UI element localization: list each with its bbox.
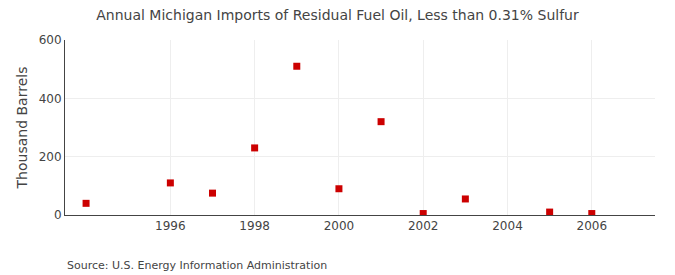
svg-text:600: 600: [39, 33, 62, 47]
svg-text:1998: 1998: [239, 219, 270, 233]
svg-text:Source: U.S. Energy Informatio: Source: U.S. Energy Information Administ…: [67, 259, 327, 272]
svg-text:2006: 2006: [577, 219, 608, 233]
svg-text:Thousand Barrels: Thousand Barrels: [14, 67, 30, 190]
svg-text:200: 200: [39, 150, 62, 164]
svg-text:2000: 2000: [324, 219, 355, 233]
svg-text:2002: 2002: [408, 219, 439, 233]
svg-text:2004: 2004: [492, 219, 523, 233]
svg-text:0: 0: [54, 208, 62, 222]
svg-text:1996: 1996: [155, 219, 186, 233]
svg-text:400: 400: [39, 92, 62, 106]
svg-text:Annual Michigan Imports of Res: Annual Michigan Imports of Residual Fuel…: [96, 7, 579, 23]
